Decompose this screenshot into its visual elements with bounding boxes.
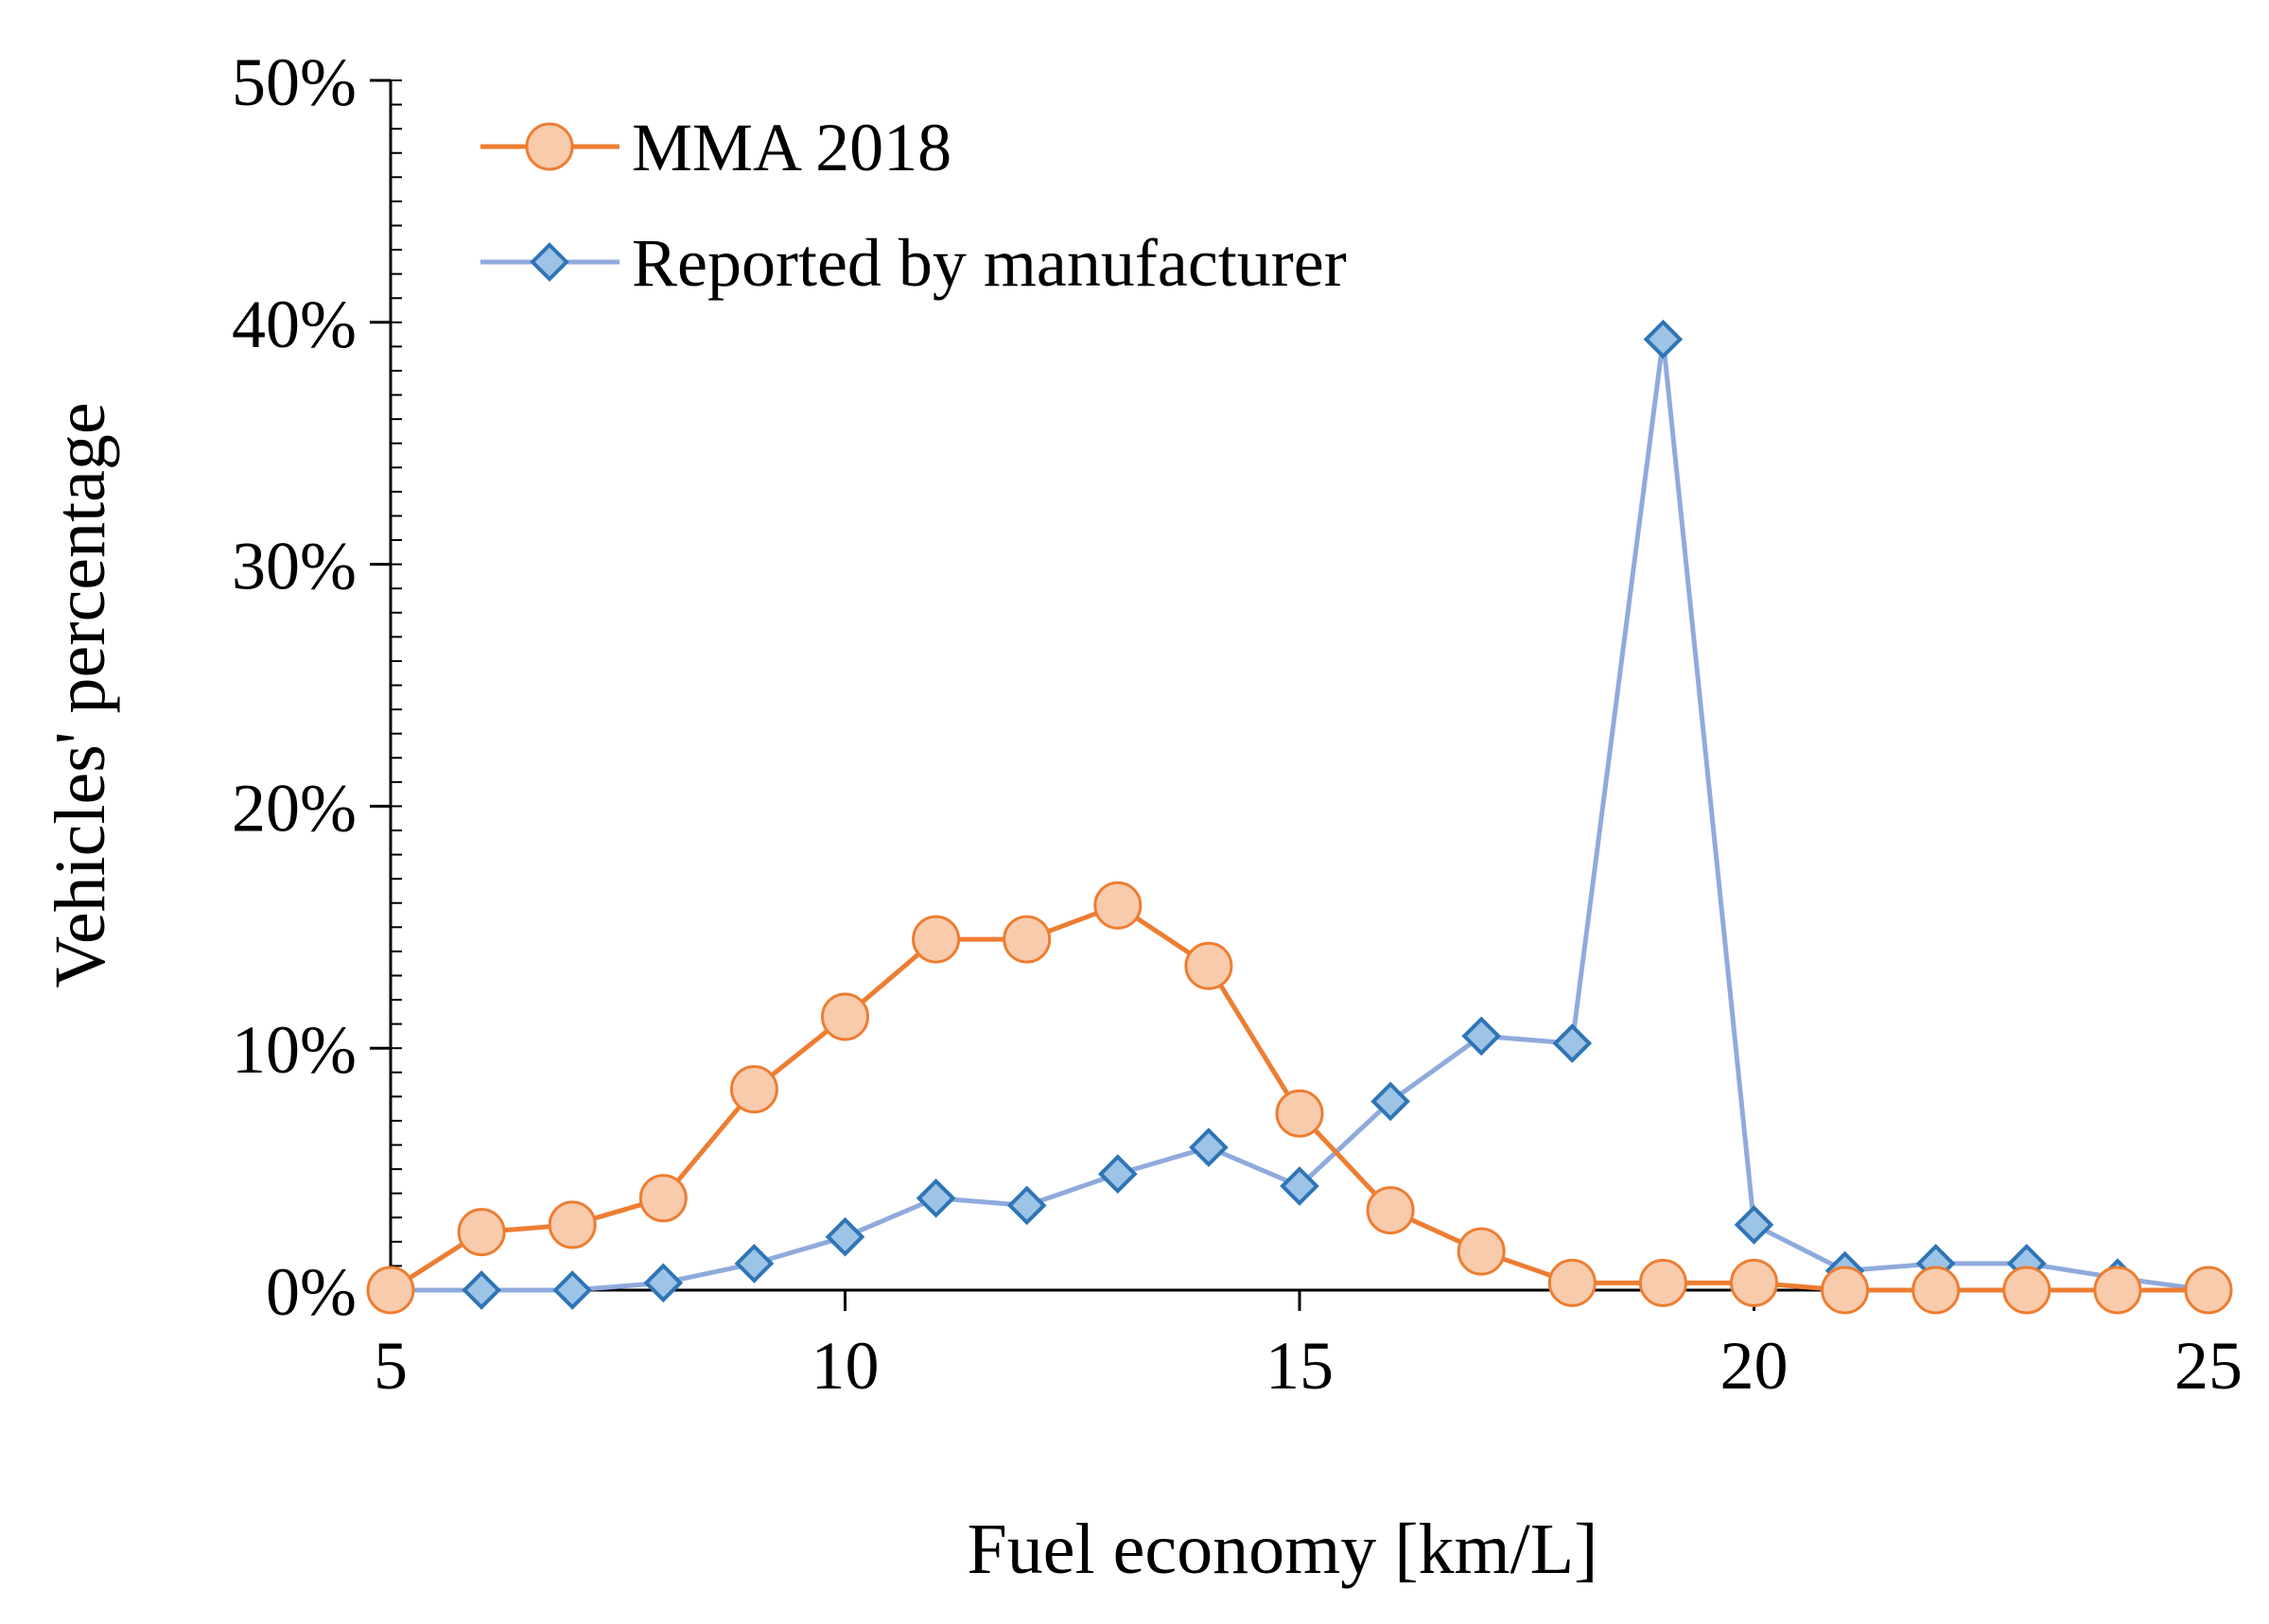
y-tick-label: 10% — [232, 1012, 357, 1088]
legend: MMA 2018 Reported by manufacturer — [480, 110, 1347, 301]
data-point-mma-2018 — [1638, 1258, 1687, 1307]
data-point-mma-2018 — [2093, 1266, 2142, 1315]
data-point-mma-2018 — [1457, 1227, 1506, 1276]
data-point-reported-by-manufacturer — [1370, 1081, 1410, 1122]
x-tick-label: 10 — [812, 1328, 880, 1404]
x-tick-label: 25 — [2174, 1328, 2243, 1404]
data-point-mma-2018 — [1366, 1186, 1415, 1235]
y-tick-label: 0% — [266, 1254, 357, 1330]
y-tick-label: 50% — [232, 44, 357, 120]
data-point-mma-2018 — [1093, 881, 1143, 930]
legend-label-reported-by-manufacturer: Reported by manufacturer — [632, 225, 1347, 301]
data-point-mma-2018 — [2002, 1266, 2051, 1315]
series-mma-2018 — [366, 881, 2233, 1315]
y-tick-label: 30% — [232, 529, 357, 604]
x-tick-label: 20 — [1720, 1328, 1789, 1404]
y-minor-ticks — [391, 79, 402, 1291]
data-point-mma-2018 — [1821, 1266, 1870, 1315]
y-ticks: 0% 10% 20% 30% 40% 50% — [232, 44, 391, 1330]
data-point-reported-by-manufacturer — [552, 1270, 593, 1310]
data-point-mma-2018 — [366, 1266, 415, 1315]
data-point-reported-by-manufacturer — [1643, 319, 1684, 359]
data-point-mma-2018 — [1275, 1089, 1324, 1138]
x-tick-label: 5 — [374, 1328, 408, 1404]
y-tick-label: 40% — [232, 287, 357, 362]
data-point-mma-2018 — [1911, 1266, 1961, 1315]
data-point-reported-by-manufacturer — [1006, 1185, 1047, 1226]
data-point-reported-by-manufacturer — [916, 1178, 956, 1218]
legend-label-mma-2018: MMA 2018 — [632, 110, 951, 185]
y-tick-label: 20% — [232, 770, 357, 846]
data-point-reported-by-manufacturer — [643, 1263, 684, 1303]
data-point-reported-by-manufacturer — [825, 1216, 865, 1257]
data-point-mma-2018 — [1730, 1258, 1778, 1307]
series-reported-by-manufacturer — [371, 319, 2228, 1310]
data-point-reported-by-manufacturer — [1734, 1205, 1774, 1245]
data-point-reported-by-manufacturer — [734, 1244, 775, 1283]
series-layer — [366, 319, 2233, 1315]
data-point-mma-2018 — [1547, 1258, 1597, 1307]
data-point-mma-2018 — [548, 1200, 597, 1249]
y-axis-label: Vehicles' percentage — [41, 402, 120, 987]
data-point-reported-by-manufacturer — [462, 1270, 501, 1310]
legend-item-mma-2018: MMA 2018 — [480, 110, 951, 185]
data-point-reported-by-manufacturer — [1097, 1154, 1138, 1195]
x-tick-label: 15 — [1265, 1328, 1334, 1404]
legend-marker-mma-2018 — [525, 122, 574, 171]
data-point-mma-2018 — [912, 915, 961, 964]
legend-item-reported-by-manufacturer: Reported by manufacturer — [480, 225, 1347, 301]
data-point-reported-by-manufacturer — [1552, 1023, 1593, 1063]
data-point-mma-2018 — [1184, 941, 1233, 990]
data-point-mma-2018 — [2184, 1266, 2233, 1315]
data-point-mma-2018 — [729, 1065, 778, 1114]
data-point-mma-2018 — [457, 1208, 506, 1257]
legend-marker-reported-by-manufacturer — [530, 242, 569, 282]
x-ticks: 5 10 15 20 25 — [374, 1290, 2243, 1404]
data-point-mma-2018 — [1003, 915, 1052, 964]
x-axis-label: Fuel economy [km/L] — [968, 1510, 1598, 1589]
data-point-mma-2018 — [638, 1174, 688, 1223]
data-point-mma-2018 — [821, 992, 869, 1041]
data-point-reported-by-manufacturer — [1280, 1166, 1319, 1206]
data-point-reported-by-manufacturer — [1189, 1127, 1229, 1167]
data-point-reported-by-manufacturer — [1461, 1016, 1502, 1056]
series-line-reported-by-manufacturer — [391, 337, 2209, 1293]
